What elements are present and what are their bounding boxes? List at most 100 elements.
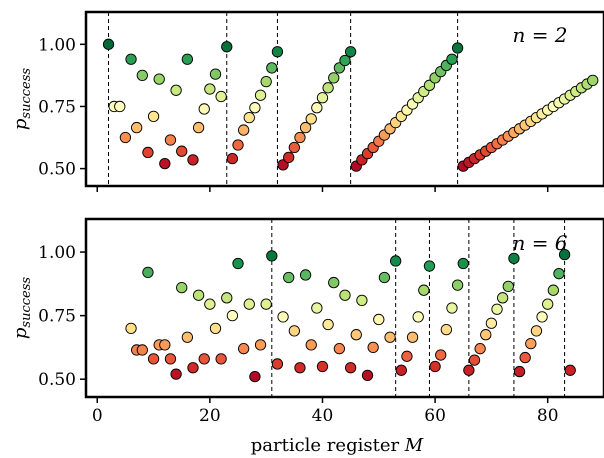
data-point bbox=[159, 157, 171, 170]
data-point bbox=[254, 339, 267, 351]
data-point bbox=[480, 329, 492, 341]
data-point bbox=[519, 351, 531, 364]
data-point bbox=[187, 362, 199, 374]
data-point bbox=[260, 298, 272, 310]
data-point bbox=[530, 325, 543, 337]
data-point bbox=[226, 153, 239, 165]
data-point bbox=[288, 141, 300, 154]
data-point bbox=[238, 343, 250, 355]
y-tick-label: 0.50 bbox=[38, 160, 76, 180]
data-point bbox=[136, 344, 148, 356]
plot-frame bbox=[84, 10, 604, 188]
data-point bbox=[474, 343, 486, 355]
data-point bbox=[558, 248, 571, 261]
x-axis-label: particle register M bbox=[251, 435, 424, 456]
data-point bbox=[249, 102, 261, 114]
data-point bbox=[147, 353, 160, 365]
data-point bbox=[497, 292, 509, 304]
data-point bbox=[176, 145, 188, 157]
data-point bbox=[451, 279, 464, 291]
data-point bbox=[384, 331, 396, 343]
data-point bbox=[418, 284, 430, 296]
data-point bbox=[513, 365, 526, 378]
data-point bbox=[283, 151, 295, 164]
data-point bbox=[491, 303, 503, 315]
data-point bbox=[271, 46, 284, 58]
plot-frame bbox=[84, 217, 604, 399]
data-point bbox=[147, 110, 160, 123]
data-point bbox=[333, 343, 346, 355]
data-point bbox=[401, 350, 413, 362]
data-point bbox=[564, 364, 576, 376]
data-point bbox=[457, 257, 469, 270]
data-point bbox=[390, 255, 402, 267]
data-point bbox=[412, 311, 424, 323]
data-point bbox=[243, 111, 255, 124]
data-point bbox=[311, 302, 323, 314]
data-point bbox=[446, 53, 458, 65]
data-point bbox=[209, 322, 222, 334]
data-point bbox=[440, 323, 452, 336]
data-point bbox=[142, 266, 154, 279]
y-tick-label: 0.50 bbox=[38, 370, 76, 390]
data-point bbox=[260, 75, 272, 88]
x-tick-label: 60 bbox=[424, 406, 446, 426]
data-point bbox=[204, 298, 216, 310]
data-point bbox=[587, 74, 599, 87]
data-point bbox=[102, 38, 115, 50]
x-tick-label: 80 bbox=[537, 406, 559, 426]
data-point bbox=[350, 329, 362, 341]
y-tick-label: 1.00 bbox=[38, 35, 76, 55]
data-point bbox=[187, 154, 199, 166]
data-point bbox=[429, 360, 441, 373]
data-point bbox=[344, 362, 357, 374]
data-point bbox=[221, 292, 233, 304]
y-tick-label: 0.75 bbox=[38, 97, 76, 117]
data-point bbox=[525, 337, 537, 350]
data-point bbox=[114, 100, 126, 113]
data-point bbox=[209, 68, 222, 80]
data-point bbox=[277, 159, 289, 171]
data-point bbox=[423, 79, 436, 91]
data-point bbox=[159, 339, 171, 351]
data-point bbox=[232, 139, 244, 151]
data-point bbox=[153, 73, 165, 85]
data-point bbox=[198, 103, 210, 115]
data-point bbox=[435, 349, 447, 361]
data-point bbox=[142, 146, 154, 159]
data-point bbox=[277, 311, 289, 323]
data-point bbox=[288, 325, 300, 337]
data-point bbox=[373, 313, 385, 326]
data-point bbox=[316, 92, 329, 104]
data-point bbox=[266, 62, 278, 74]
data-point bbox=[271, 358, 284, 370]
data-point bbox=[254, 89, 267, 101]
x-tick-label: 40 bbox=[312, 406, 334, 426]
data-point bbox=[299, 121, 312, 134]
data-point bbox=[553, 268, 565, 280]
data-point bbox=[266, 250, 278, 262]
data-point bbox=[164, 353, 177, 365]
data-point bbox=[322, 318, 334, 331]
data-point bbox=[283, 271, 295, 284]
data-point bbox=[176, 282, 188, 294]
data-point bbox=[367, 341, 379, 354]
y-tick-label: 0.75 bbox=[38, 307, 76, 327]
data-point bbox=[243, 298, 255, 310]
panel-2: 0.50 0.75 1.00 0 20 40 60 80 psuccess n = 6 partic… bbox=[10, 217, 604, 456]
data-point bbox=[204, 83, 216, 95]
data-point bbox=[192, 121, 205, 134]
data-point bbox=[322, 82, 334, 94]
data-point bbox=[215, 353, 227, 365]
data-point bbox=[395, 364, 407, 376]
data-point bbox=[226, 309, 239, 322]
data-point bbox=[232, 257, 244, 270]
data-point bbox=[125, 322, 137, 334]
data-point bbox=[508, 252, 520, 265]
data-point bbox=[170, 84, 182, 96]
data-point bbox=[192, 289, 205, 301]
data-point bbox=[406, 331, 419, 343]
data-point bbox=[215, 90, 227, 103]
data-point bbox=[164, 134, 177, 146]
